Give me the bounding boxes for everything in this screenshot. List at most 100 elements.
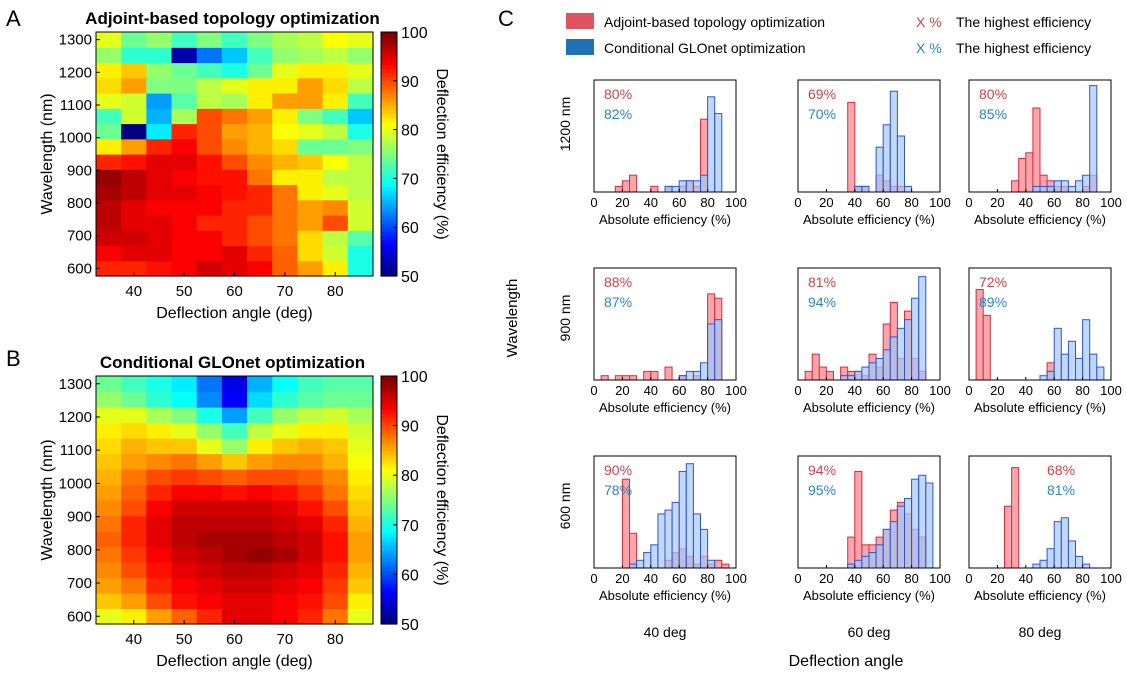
heatmap-cell	[171, 453, 198, 470]
histogram-x-tick-label: 0	[965, 383, 972, 398]
heatmap-cell	[272, 546, 299, 563]
colorbar-segment	[381, 198, 397, 204]
colorbar-segment	[381, 68, 397, 74]
heatmap-cell	[297, 169, 324, 186]
heatmap-cell	[121, 123, 147, 140]
heatmap-cell	[146, 515, 173, 532]
heatmap-cell	[121, 577, 147, 594]
heatmap-cell	[247, 391, 273, 408]
histogram-bar-glonet	[700, 528, 709, 569]
x-tick-label: 40	[125, 631, 142, 648]
heatmap-cell	[322, 245, 349, 262]
x-tick-label: 50	[176, 631, 193, 648]
colorbar-segment	[381, 149, 397, 155]
highest-efficiency-adjoint: 80%	[979, 86, 1007, 102]
highest-efficiency-adjoint: 81%	[808, 274, 836, 290]
heatmap-cell	[146, 184, 173, 201]
heatmap-cell	[297, 215, 324, 231]
histogram-x-label: Absolute efficiency (%)	[803, 212, 935, 227]
heatmap-cell	[171, 407, 198, 424]
histogram-bar-glonet	[861, 555, 870, 569]
colorbar-segment	[381, 80, 397, 86]
heatmap-cell	[146, 577, 173, 594]
histogram-bar-glonet	[1067, 185, 1077, 193]
histogram-bar-adjoint	[621, 375, 631, 381]
heatmap-cell	[196, 531, 223, 548]
heatmap-glonet: Conditional GLOnet optimization 40 50 60 70 8…	[39, 353, 450, 670]
histogram-x-tick-label: 40	[644, 383, 658, 398]
row-label: 900 nm	[557, 295, 573, 342]
colorbar-segment	[381, 376, 397, 381]
heatmap-cell	[96, 593, 122, 610]
histogram-bar-glonet	[643, 552, 652, 569]
colorbar-segment	[381, 154, 397, 159]
heatmap-cell	[171, 199, 198, 216]
histogram-x-tick-label: 0	[794, 571, 801, 586]
heatmap-cell	[297, 199, 324, 216]
histogram-bar-adjoint	[600, 375, 609, 381]
heatmap-cell	[297, 469, 324, 486]
heatmap-title: Adjoint-based topology optimization	[85, 9, 380, 28]
highest-efficiency-glonet: 95%	[808, 482, 836, 498]
highest-efficiency-glonet: 81%	[1047, 482, 1075, 498]
heatmap-cell	[347, 245, 374, 262]
heatmap-cell	[171, 562, 198, 579]
heatmap-cell	[121, 469, 147, 486]
heatmap-cell	[347, 562, 374, 579]
heatmap-cell	[347, 484, 374, 501]
heatmap-cell	[347, 62, 374, 79]
heatmap-cell	[297, 562, 324, 579]
heatmap-cell	[347, 407, 374, 424]
heatmap-cell	[347, 108, 374, 125]
histogram-x-tick-label: 0	[590, 383, 597, 398]
histogram-x-tick-label: 20	[990, 383, 1004, 398]
histogram-frame	[797, 79, 941, 193]
histogram-x-label: Absolute efficiency (%)	[803, 400, 935, 415]
heatmap-cell	[196, 93, 223, 109]
legend: Adjoint-based topology optimization Cond…	[566, 13, 1091, 56]
histogram-bar-glonet	[707, 96, 716, 193]
colorbar-segment	[381, 129, 397, 135]
colorbar-segment	[381, 446, 397, 451]
heatmap-cell	[247, 62, 273, 79]
histogram-bar-glonet	[1046, 548, 1055, 569]
heatmap-cell	[347, 199, 374, 216]
heatmap-cell	[196, 608, 223, 625]
heatmap-cell	[297, 593, 324, 610]
highest-efficiency-glonet: 82%	[604, 106, 632, 122]
column-axis-label: Deflection angle	[789, 653, 904, 670]
histogram-bar-glonet	[657, 513, 666, 569]
heatmap-cell	[146, 215, 173, 231]
heatmap-cell	[146, 230, 173, 247]
colorbar-tick-label: 80	[401, 123, 419, 140]
heatmap-cell	[347, 123, 374, 140]
heatmap-cell	[171, 77, 198, 94]
heatmap-cell	[347, 169, 374, 186]
legend-swatch-glonet	[566, 39, 594, 55]
heatmap-cell	[221, 260, 248, 277]
histogram-bar-glonet	[1089, 85, 1098, 193]
histogram-bar-glonet	[1032, 185, 1041, 193]
histogram-bar-glonet	[1039, 185, 1048, 193]
heatmap-cell	[196, 453, 223, 470]
heatmap-cell	[171, 32, 198, 48]
colorbar-segment	[381, 438, 397, 443]
histogram-frame	[797, 267, 941, 381]
histogram-frame	[968, 267, 1112, 381]
colorbar-segment	[381, 454, 397, 460]
histogram-x-tick-label: 20	[615, 195, 629, 210]
colorbar-frame	[380, 31, 398, 277]
histogram-x-tick-label: 60	[876, 195, 890, 210]
histogram-bar-glonet	[700, 174, 709, 193]
heatmap-cell	[171, 260, 198, 277]
y-tick-label: 1000	[59, 475, 92, 492]
heatmap-cell	[272, 108, 299, 125]
heatmap-cell	[121, 531, 147, 548]
histogram-panel: 0 20 40 60 80 100 Absolute efficiency (%) 88% 87…	[590, 267, 747, 415]
heatmap-cell	[146, 47, 173, 64]
histogram-bar-glonet	[911, 478, 920, 569]
heatmap-cell	[121, 260, 147, 277]
y-tick-label: 600	[67, 260, 92, 277]
heatmap-cell	[121, 169, 147, 186]
